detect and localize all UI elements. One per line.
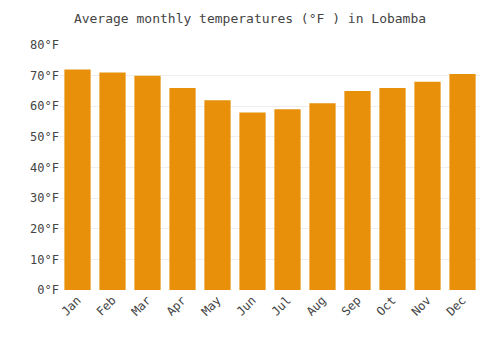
svg-text:Dec: Dec [444,293,469,318]
svg-text:40°F: 40°F [30,161,59,175]
svg-text:Apr: Apr [164,293,189,318]
svg-text:Aug: Aug [304,293,329,318]
svg-text:Mar: Mar [129,293,154,318]
svg-text:May: May [199,293,224,318]
svg-text:Feb: Feb [94,293,119,318]
svg-text:80°F: 80°F [30,38,59,52]
svg-text:60°F: 60°F [30,99,59,113]
svg-text:20°F: 20°F [30,222,59,236]
svg-text:70°F: 70°F [30,69,59,83]
svg-text:Oct: Oct [374,293,399,318]
svg-text:10°F: 10°F [30,253,59,267]
svg-text:Average monthly temperatures (: Average monthly temperatures (°F ) in Lo… [74,11,426,26]
svg-text:0°F: 0°F [37,283,59,297]
svg-text:30°F: 30°F [30,191,59,205]
svg-text:Jan: Jan [59,293,84,318]
svg-text:Nov: Nov [409,293,434,318]
svg-text:Jul: Jul [269,293,294,318]
svg-text:Jun: Jun [234,293,259,318]
svg-text:Sep: Sep [339,293,364,318]
svg-text:50°F: 50°F [30,130,59,144]
